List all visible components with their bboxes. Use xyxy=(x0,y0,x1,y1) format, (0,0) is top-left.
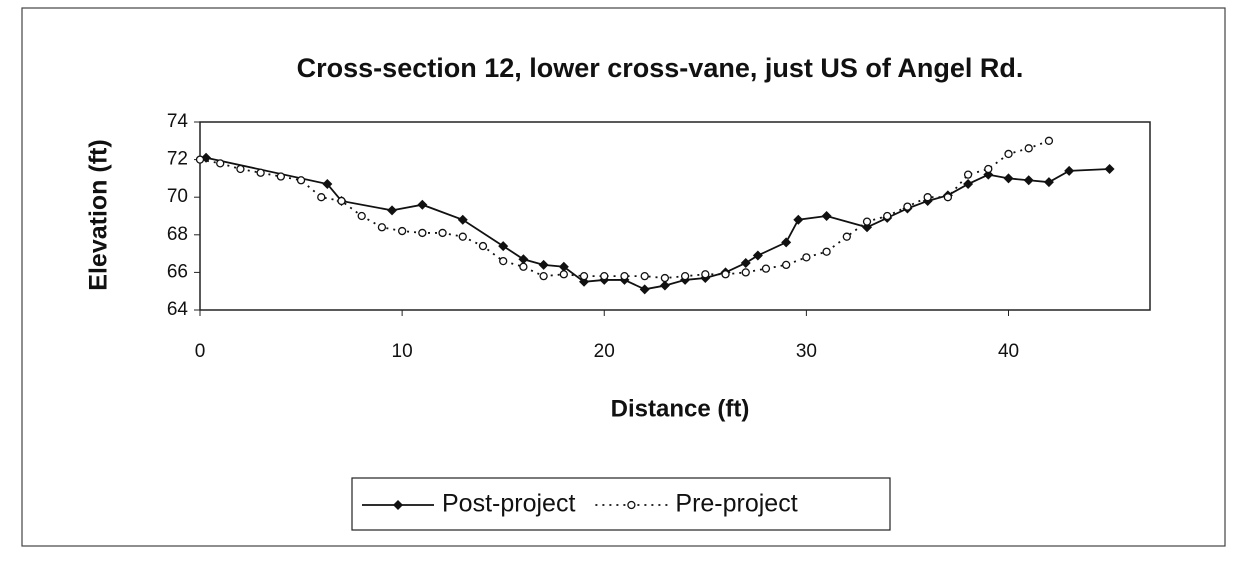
data-point xyxy=(519,262,528,271)
legend-marker xyxy=(627,500,636,510)
y-tick-label: 72 xyxy=(167,149,188,170)
data-point xyxy=(822,247,831,256)
y-axis-label: Elevation (ft) xyxy=(85,139,113,290)
legend-label: Pre-project xyxy=(675,490,797,518)
data-point xyxy=(984,164,993,174)
data-point xyxy=(862,217,872,226)
x-tick-label: 30 xyxy=(796,341,817,362)
legend-marker xyxy=(393,500,403,510)
y-tick-label: 66 xyxy=(167,261,188,282)
x-tick-label: 20 xyxy=(594,341,615,362)
data-point xyxy=(539,272,548,281)
data-point xyxy=(387,205,398,216)
y-tick-label: 74 xyxy=(167,111,189,132)
data-point xyxy=(538,259,549,270)
data-point xyxy=(740,258,751,268)
data-point xyxy=(1104,164,1115,174)
data-point xyxy=(721,270,730,279)
data-point xyxy=(397,226,407,236)
data-point xyxy=(600,272,609,281)
plot-area xyxy=(199,121,1151,311)
data-point xyxy=(276,172,286,181)
data-point xyxy=(195,155,205,164)
data-point xyxy=(256,168,265,177)
data-point xyxy=(963,170,973,179)
data-point xyxy=(782,260,791,270)
data-point xyxy=(752,250,763,261)
data-point xyxy=(337,196,346,206)
data-point xyxy=(802,253,811,262)
data-point xyxy=(377,223,387,232)
data-point xyxy=(418,228,427,238)
data-point xyxy=(639,284,650,295)
data-point xyxy=(216,159,225,168)
x-tick-label: 0 xyxy=(195,341,206,362)
data-point xyxy=(640,272,649,281)
data-point xyxy=(781,237,792,248)
series-line xyxy=(199,139,1050,279)
data-point xyxy=(322,179,333,190)
chart-title: Cross-section 12, lower cross-vane, just… xyxy=(297,53,1024,83)
data-point xyxy=(518,254,529,265)
data-point xyxy=(1043,177,1054,188)
x-axis-label: Distance (ft) xyxy=(611,395,750,422)
data-point xyxy=(478,241,488,251)
x-tick-label: 10 xyxy=(392,341,413,362)
data-point xyxy=(963,179,974,190)
data-point xyxy=(903,202,912,211)
data-point xyxy=(923,193,932,202)
data-point xyxy=(498,241,509,252)
data-point xyxy=(701,270,710,279)
data-point xyxy=(660,273,670,283)
data-point xyxy=(236,164,245,174)
y-tick-label: 68 xyxy=(167,224,188,245)
data-point xyxy=(1003,173,1014,184)
data-point xyxy=(741,268,750,277)
data-point xyxy=(499,256,508,266)
data-point xyxy=(943,193,953,202)
data-point xyxy=(680,272,690,281)
data-point xyxy=(1023,175,1034,186)
data-point xyxy=(1004,149,1013,159)
data-point xyxy=(761,264,771,273)
data-point xyxy=(417,199,428,210)
y-tick-label: 70 xyxy=(167,186,188,207)
data-point xyxy=(842,232,851,241)
x-tick-label: 40 xyxy=(998,341,1019,362)
data-point xyxy=(559,270,568,279)
data-point xyxy=(883,211,892,221)
chart-frame xyxy=(21,7,1226,547)
y-tick-label: 64 xyxy=(167,299,189,320)
data-point xyxy=(1064,165,1075,176)
data-point xyxy=(659,280,670,291)
data-point xyxy=(620,272,629,281)
data-point xyxy=(1024,144,1033,153)
data-point xyxy=(458,232,467,241)
legend-label: Post-project xyxy=(442,490,575,518)
data-point xyxy=(793,214,804,225)
data-point xyxy=(821,211,832,221)
data-point xyxy=(317,193,326,202)
data-point xyxy=(558,261,569,272)
data-point xyxy=(296,176,306,185)
data-point xyxy=(438,228,447,238)
data-point xyxy=(579,272,589,281)
data-point xyxy=(457,214,468,225)
series-line xyxy=(205,156,1110,291)
legend-box xyxy=(351,477,891,531)
data-point xyxy=(1044,136,1054,145)
data-point xyxy=(357,211,366,221)
